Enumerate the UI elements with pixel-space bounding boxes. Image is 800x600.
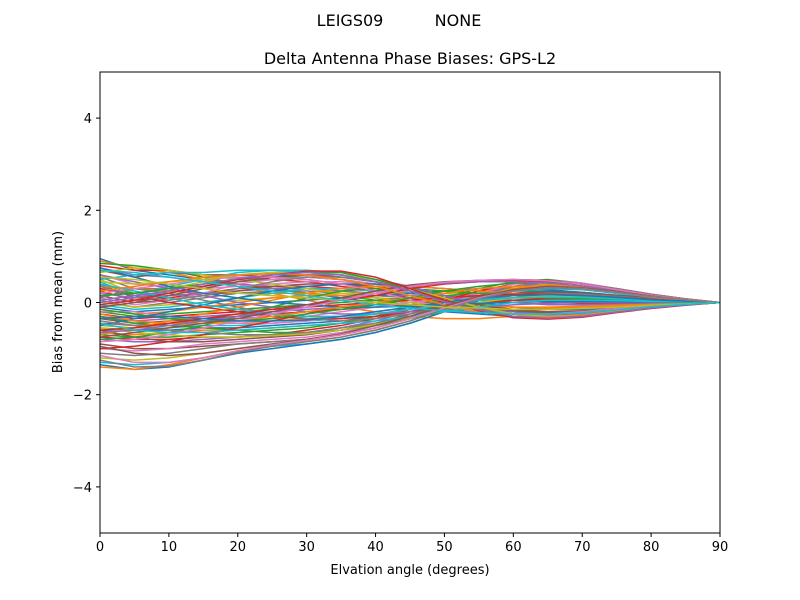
series-line-78 [99, 287, 721, 368]
series-line-80 [99, 269, 721, 315]
x-tick-label: 90 [712, 540, 729, 555]
x-tick-label: 50 [436, 540, 453, 555]
series-line-60 [99, 283, 721, 318]
y-tick-label: 0 [84, 297, 92, 312]
y-tick-label: −4 [73, 481, 92, 496]
series-line-67 [99, 278, 721, 343]
x-tick-label: 70 [574, 540, 591, 555]
suptitle-left: LEIGS09 [317, 11, 384, 30]
x-tick-label: 10 [161, 540, 178, 555]
series-line-76 [99, 285, 721, 357]
series-layer [99, 257, 721, 371]
series-line-79 [99, 276, 721, 311]
suptitle-right: NONE [435, 11, 482, 30]
x-tick-label: 80 [643, 540, 660, 555]
y-axis-label: Bias from mean (mm) [51, 231, 66, 373]
x-axis-label: Elvation angle (degrees) [330, 563, 489, 578]
series-line-48 [99, 287, 721, 322]
x-tick-label: 0 [96, 540, 104, 555]
x-axis-ticks: 0 10 20 30 40 50 60 70 80 90 [96, 533, 728, 555]
x-tick-label: 20 [230, 540, 247, 555]
y-tick-label: 2 [84, 204, 92, 219]
series-line-71 [99, 293, 721, 322]
y-axis-ticks: −4 −2 0 2 4 [73, 112, 100, 496]
series-line-61 [99, 267, 720, 308]
series-line-75 [99, 271, 721, 319]
chart-title: Delta Antenna Phase Biases: GPS-L2 [264, 49, 556, 68]
x-tick-label: 60 [505, 540, 522, 555]
y-tick-label: −2 [73, 389, 92, 404]
y-tick-label: 4 [84, 112, 92, 127]
x-tick-label: 30 [298, 540, 315, 555]
x-tick-label: 40 [367, 540, 384, 555]
